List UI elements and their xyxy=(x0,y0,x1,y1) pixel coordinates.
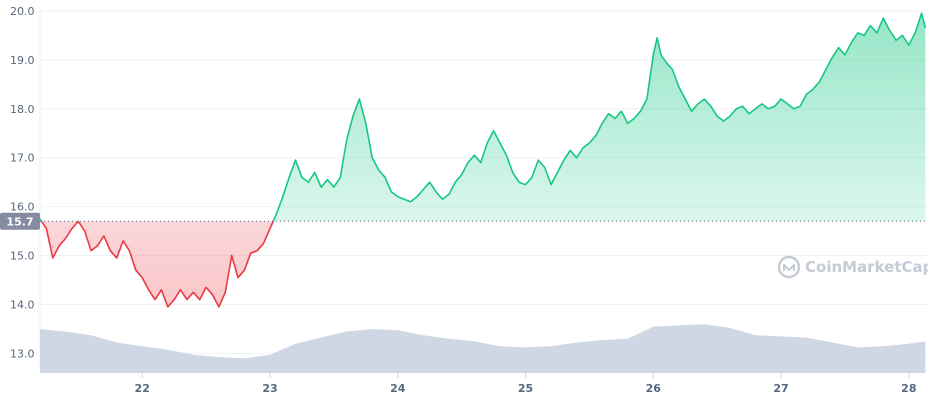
y-tick-label: 15.0 xyxy=(10,250,35,263)
y-tick-label: 16.0 xyxy=(10,201,35,214)
x-tick-label: 26 xyxy=(646,382,662,395)
baseline: 15.7 xyxy=(0,212,928,230)
price-line-up xyxy=(39,12,927,222)
baseline-label-badge xyxy=(0,212,40,230)
x-tick-label: 24 xyxy=(390,382,406,395)
y-tick-label: 14.0 xyxy=(10,298,35,311)
price-line-down xyxy=(40,221,275,308)
baseline-label: 15.7 xyxy=(6,215,33,228)
y-tick-label: 19.0 xyxy=(10,54,35,67)
price-area xyxy=(40,13,926,307)
volume-area xyxy=(40,324,926,373)
y-tick-label: 17.0 xyxy=(10,152,35,165)
x-axis-ticks: 22 23 24 25 26 27 28 xyxy=(135,373,916,395)
y-tick-label: 20.0 xyxy=(10,5,35,18)
x-tick-label: 22 xyxy=(135,382,150,395)
y-tick-label: 18.0 xyxy=(10,103,35,116)
price-line xyxy=(39,12,927,308)
price-area-up xyxy=(40,13,926,222)
x-tick-label: 27 xyxy=(773,382,788,395)
y-axis-ticks: 13.0 14.0 15.0 16.0 17.0 18.0 19.0 20.0 xyxy=(10,5,35,361)
watermark: CoinMarketCap xyxy=(777,255,928,279)
watermark-text: CoinMarketCap xyxy=(805,258,928,276)
x-tick-label: 28 xyxy=(901,382,916,395)
y-tick-label: 13.0 xyxy=(10,347,35,360)
volume-area-shape xyxy=(40,324,926,373)
x-tick-label: 25 xyxy=(518,382,533,395)
coinmarketcap-logo-icon xyxy=(777,255,801,279)
x-tick-label: 23 xyxy=(262,382,277,395)
